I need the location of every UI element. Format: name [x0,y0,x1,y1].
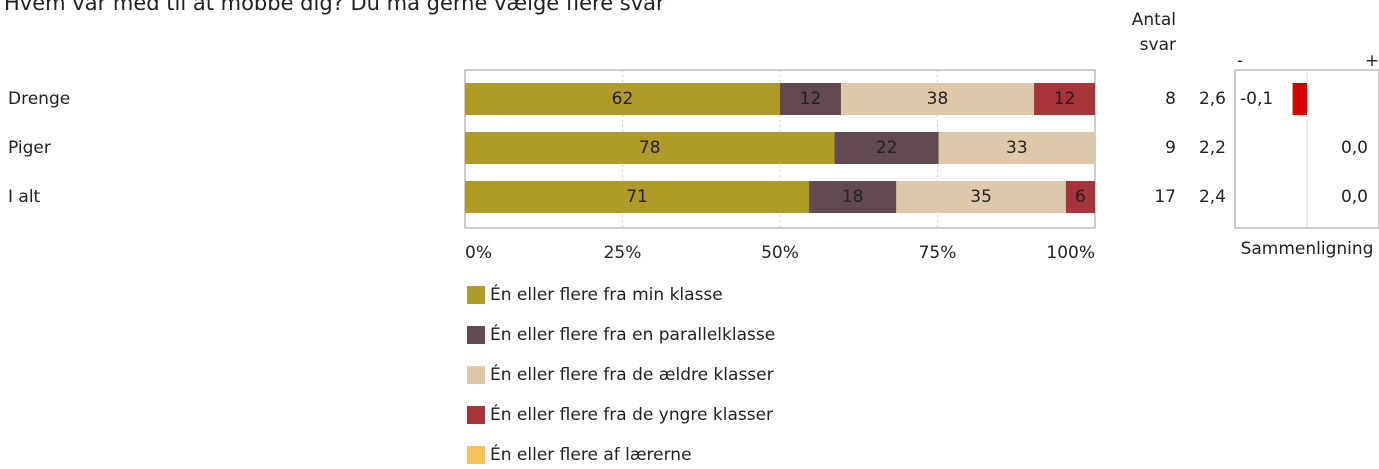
count: 8 [1165,89,1176,109]
legend-label: Én eller flere af lærerne [490,443,692,465]
x-tick-label: 0% [465,243,492,263]
row-label: Drenge [8,89,70,109]
legend-swatch [467,286,485,304]
x-tick-label: 50% [761,243,799,263]
legend-label: Én eller flere fra de ældre klasser [490,363,774,385]
data-label: 6 [1075,187,1086,207]
legend-label: Én eller flere fra en parallelklasse [490,323,775,345]
row-label: Piger [8,138,51,158]
row-label: I alt [8,187,41,207]
bar-segment [465,132,835,164]
data-label: 62 [612,89,634,109]
bar-segment [1034,83,1095,115]
data-label: 33 [1006,138,1028,158]
data-label: 35 [970,187,992,207]
count-header: Antal [1132,10,1176,30]
data-label: 12 [800,89,822,109]
bar-segment [465,181,810,213]
mean: 2,4 [1199,187,1226,207]
comparison-label: 0,0 [1341,138,1368,158]
x-tick-label: 25% [604,243,642,263]
data-label: 22 [876,138,898,158]
comparison-label: -0,1 [1240,89,1273,109]
legend-swatch [467,406,485,424]
count: 17 [1154,187,1176,207]
bar-segment [780,83,841,115]
legend-swatch [467,366,485,384]
legend-label: Én eller flere fra de yngre klasser [490,403,773,425]
bar-segment [840,83,1035,115]
bar-segment [809,181,897,213]
x-tick-label: 100% [1046,243,1095,263]
bar-segment [896,181,1066,213]
count-header: svar [1140,35,1176,55]
legend-label: Én eller flere fra min klasse [490,283,723,305]
comparison-label: 0,0 [1341,187,1368,207]
mean: 2,2 [1199,138,1226,158]
data-label: 71 [626,187,648,207]
comparison-bar [1292,83,1307,115]
bar-segment [834,132,939,164]
legend-swatch [467,446,485,464]
chart-title: Hvem var med til at mobbe dig? Du må ger… [4,0,665,15]
data-label: 18 [842,187,864,207]
bar-segment [1065,181,1095,213]
x-tick-label: 75% [919,243,957,263]
data-label: 78 [639,138,661,158]
count: 9 [1165,138,1176,158]
data-label: 38 [927,89,949,109]
legend-swatch [467,326,485,344]
bar-segment [465,83,780,115]
bar-segment [938,132,1095,164]
data-label: 12 [1054,89,1076,109]
minus-label: - [1237,51,1243,71]
mean: 2,6 [1199,89,1226,109]
comparison-title: Sammenligning [1240,239,1374,259]
plus-label: + [1365,51,1379,71]
